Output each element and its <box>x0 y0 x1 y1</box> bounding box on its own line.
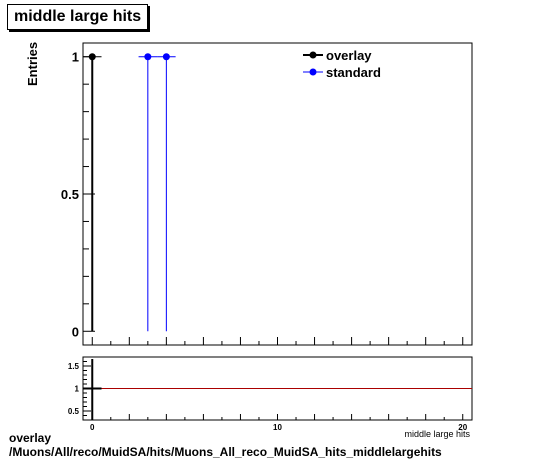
footer-line-1: overlay <box>9 431 52 445</box>
ratio-x-tick-label: 20 <box>458 423 467 432</box>
ratio-y-tick-label: 0.5 <box>68 407 80 416</box>
legend: overlay standard <box>303 48 381 80</box>
legend-marker-standard <box>309 68 317 76</box>
main-plot-area <box>82 42 473 346</box>
y-tick-label: 0.5 <box>61 187 79 202</box>
ratio-x-tick-label: 10 <box>273 423 282 432</box>
legend-label-standard: standard <box>326 65 381 80</box>
standard-point <box>162 53 170 61</box>
overlay-point <box>88 53 96 61</box>
y-tick-label: 1 <box>72 50 79 65</box>
ratio-data-marks <box>83 359 472 420</box>
legend-label-overlay: overlay <box>326 48 372 63</box>
ratio-y-tick-label: 1.5 <box>68 362 80 371</box>
main-x-ticks <box>91 337 464 345</box>
main-data-marks <box>83 53 176 332</box>
x-axis-label: middle large hits <box>404 429 470 439</box>
chart-title: middle large hits <box>7 4 149 30</box>
y-axis-label: Entries <box>25 42 40 86</box>
ratio-x-tick-label: 0 <box>90 423 95 432</box>
main-plot-frame <box>82 42 473 346</box>
standard-point <box>144 53 152 61</box>
legend-marker-overlay <box>309 51 317 59</box>
main-y-ticks: 00.51 <box>61 50 95 339</box>
y-tick-label: 0 <box>72 324 79 339</box>
footer-line-2: /Muons/All/reco/MuidSA/hits/Muons_All_re… <box>9 445 442 459</box>
ratio-ticks: 0.5 1 1.5 0 10 20 <box>68 361 468 432</box>
ratio-y-tick-label: 1 <box>75 385 80 394</box>
